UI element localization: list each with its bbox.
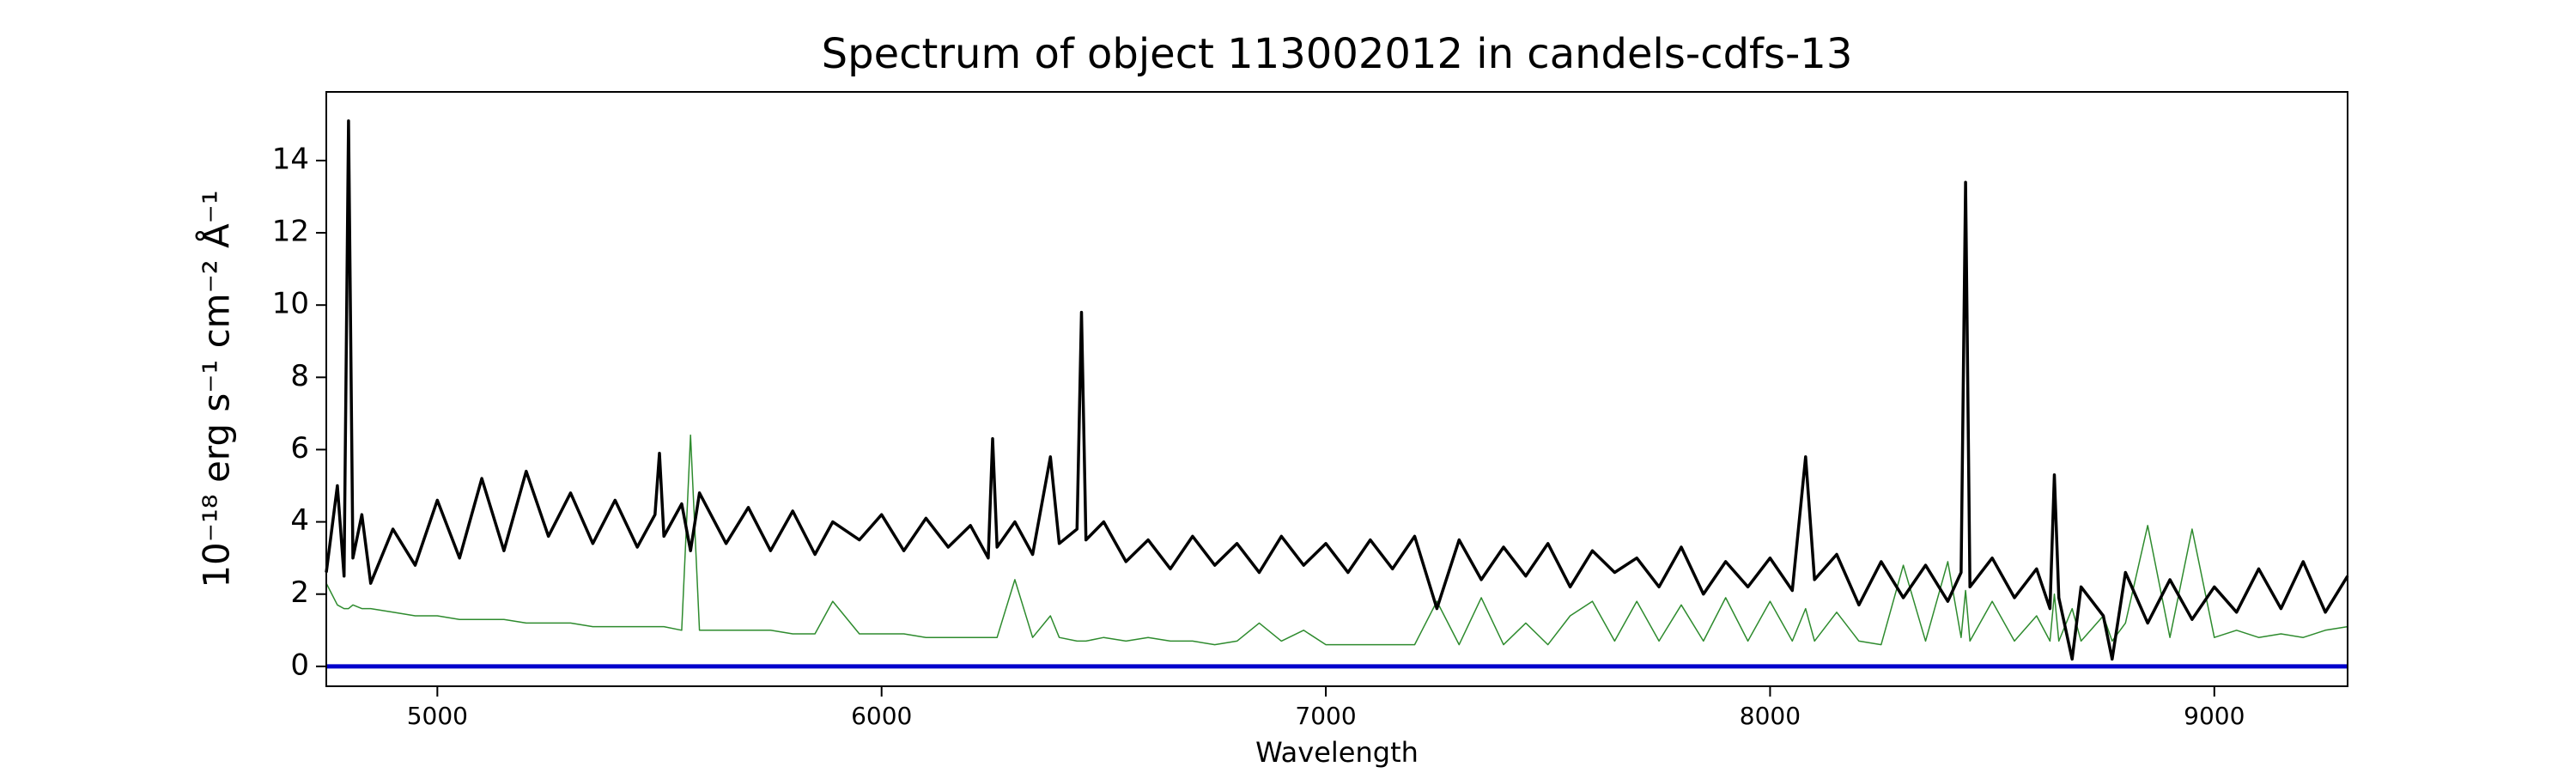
chart-title: Spectrum of object 113002012 in candels-… bbox=[822, 30, 1853, 78]
y-tick-label: 0 bbox=[290, 648, 309, 682]
x-tick-label: 7000 bbox=[1295, 702, 1356, 730]
spectrum-line bbox=[325, 119, 2349, 661]
y-tick-label: 6 bbox=[290, 431, 309, 466]
x-tick-label: 6000 bbox=[851, 702, 912, 730]
x-tick-label: 5000 bbox=[407, 702, 468, 730]
y-axis-label: 10⁻¹⁸ erg s⁻¹ cm⁻² Å⁻¹ bbox=[195, 190, 238, 587]
y-tick-label: 12 bbox=[272, 215, 309, 249]
plot-frame bbox=[325, 91, 2348, 687]
x-axis-label: Wavelength bbox=[1255, 736, 1419, 769]
y-tick-label: 10 bbox=[272, 287, 309, 321]
y-tick-label: 8 bbox=[290, 359, 309, 393]
spectrum-line bbox=[325, 434, 2348, 646]
x-tick-label: 8000 bbox=[1740, 702, 1801, 730]
y-tick-label: 2 bbox=[290, 575, 309, 610]
y-tick-label: 4 bbox=[290, 503, 309, 538]
x-tick-label: 9000 bbox=[2184, 702, 2245, 730]
y-tick-label: 14 bbox=[272, 142, 309, 176]
